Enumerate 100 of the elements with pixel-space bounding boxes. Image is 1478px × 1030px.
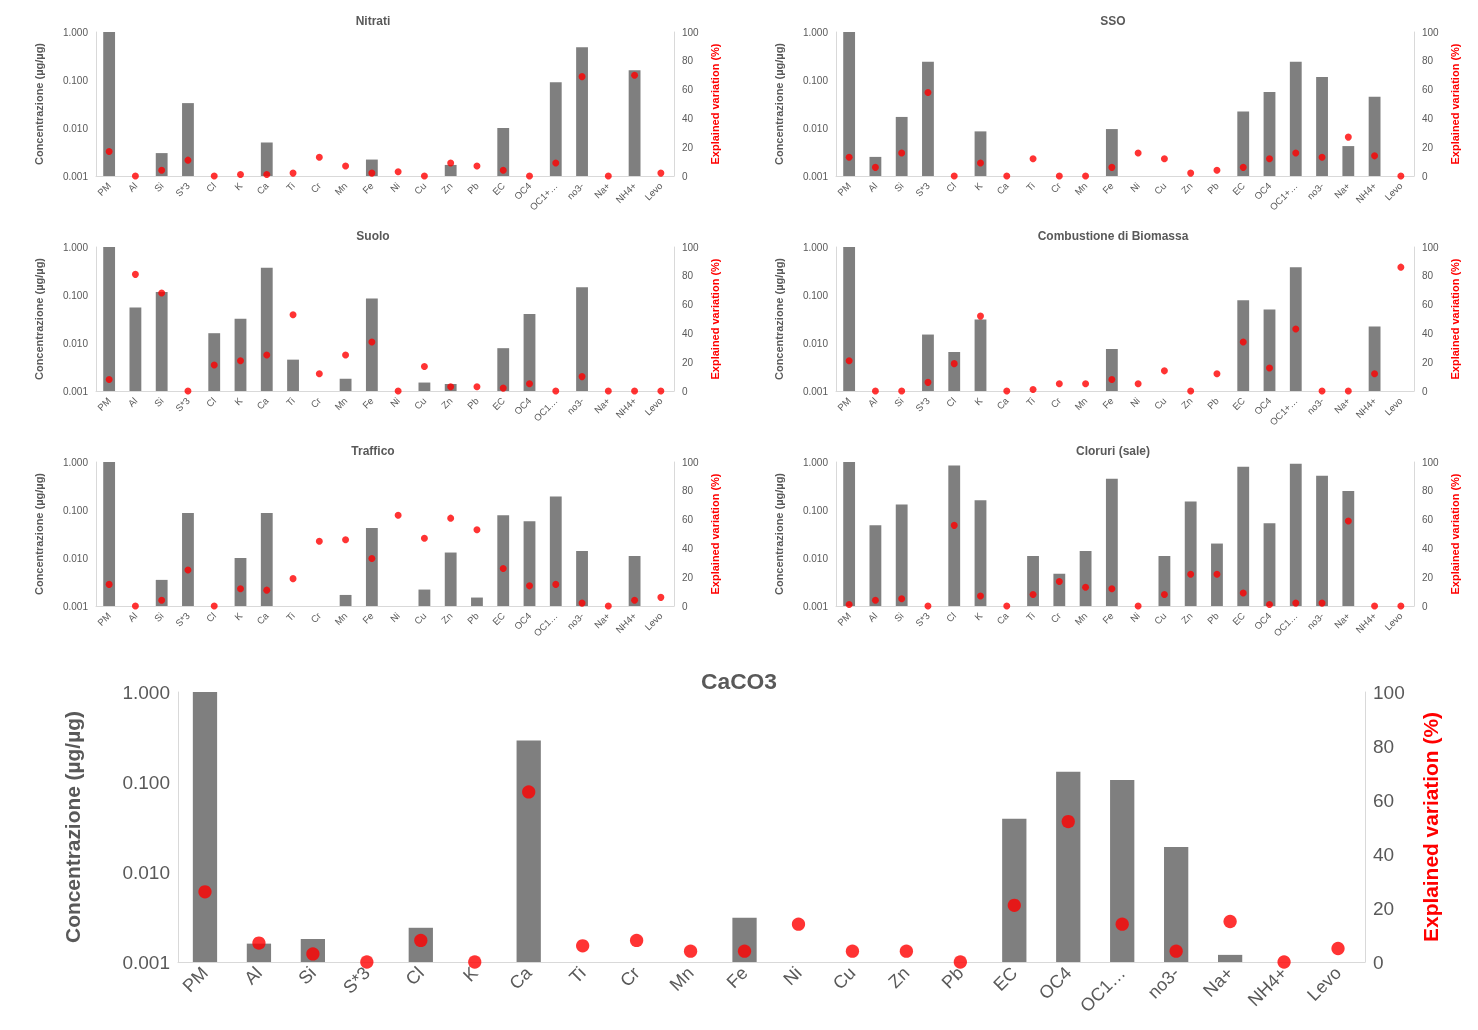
y2-tick-label: 0 <box>682 170 688 182</box>
y2-tick-label: 20 <box>682 141 694 153</box>
y2-tick-label: 40 <box>1422 112 1434 124</box>
x-tick-label: Ti <box>1023 610 1037 624</box>
y2-tick-label: 60 <box>682 514 694 526</box>
x-tick-label: Mn <box>1072 395 1090 413</box>
x-tick-label: Cl <box>204 610 219 625</box>
x-tick-label: Cr <box>616 962 644 991</box>
x-tick-label: Cl <box>204 180 219 195</box>
x-tick-label: Ca <box>994 394 1012 412</box>
y-tick-label: 0.100 <box>122 771 170 793</box>
y2-axis-title: Explained variation (%) <box>1449 43 1462 165</box>
x-tick-label: OC4 <box>1251 395 1274 417</box>
y2-tick-label: 100 <box>1422 241 1440 253</box>
x-tick-label: Fe <box>1100 395 1116 411</box>
x-tick-label: Ni <box>1127 180 1143 195</box>
y2-tick-label: 0 <box>682 600 688 612</box>
x-tick-label: Ca <box>994 179 1012 197</box>
x-tick-label: Al <box>865 610 880 624</box>
y2-axis-title: Explained variation (%) <box>709 473 722 595</box>
x-tick-label: Pb <box>464 610 481 627</box>
y2-tick-label: 60 <box>1422 299 1434 311</box>
x-tick-label: K <box>972 394 985 408</box>
y-tick-label: 0.001 <box>62 170 89 182</box>
y-tick-label: 1.000 <box>62 241 89 253</box>
y2-tick-label: 40 <box>682 327 694 339</box>
y-tick-label: 0.010 <box>62 337 89 349</box>
x-tick-label: EC <box>490 610 508 628</box>
x-tick-label: no3- <box>564 180 586 202</box>
x-tick-label: Fe <box>360 610 376 626</box>
x-tick-label: Ca <box>505 962 537 994</box>
x-tick-label: Si <box>151 180 166 194</box>
chart-title: Nitrati <box>355 14 391 28</box>
y2-axis-title: Explained variation (%) <box>1449 473 1462 595</box>
x-tick-label: Ca <box>254 394 272 412</box>
y-tick-label: 0.100 <box>802 289 829 301</box>
y2-tick-label: 60 <box>682 299 694 311</box>
x-tick-label: S*3 <box>339 962 374 998</box>
y-tick-label: 0.001 <box>62 385 89 397</box>
x-tick-label: Cr <box>1048 180 1064 195</box>
x-tick-label: no3- <box>1304 180 1326 202</box>
x-tick-label: Cu <box>411 395 429 412</box>
x-tick-label: Cu <box>1151 180 1169 197</box>
x-tick-label: Zn <box>438 180 455 196</box>
chart-title: Cloruri (sale) <box>1075 444 1151 458</box>
y-tick-label: 0.010 <box>802 552 829 564</box>
x-tick-label: Pb <box>937 962 968 993</box>
x-tick-label: Na+ <box>1331 394 1353 416</box>
y2-tick-label: 40 <box>682 112 694 124</box>
x-tick-label: EC <box>1230 395 1248 413</box>
x-tick-label: S*3 <box>173 395 192 414</box>
y2-tick-label: 80 <box>1422 55 1434 67</box>
chart-title: Suolo <box>356 229 390 243</box>
x-tick-label: Cu <box>1151 395 1169 412</box>
x-tick-label: Ti <box>565 962 590 988</box>
y2-tick-label: 40 <box>1422 542 1434 554</box>
x-tick-label: Na+ <box>591 609 613 631</box>
x-tick-label: Ca <box>994 609 1012 627</box>
y-tick-label: 0.100 <box>62 289 89 301</box>
x-tick-label: S*3 <box>913 180 932 199</box>
x-tick-label: no3- <box>564 610 586 632</box>
x-tick-label: PM <box>835 395 854 413</box>
x-tick-label: Ca <box>254 179 272 197</box>
y2-axis-title: Explained variation (%) <box>709 43 722 165</box>
x-tick-label: Zn <box>438 395 455 411</box>
x-tick-label: Mn <box>1072 610 1090 628</box>
y-tick-label: 0.010 <box>122 861 170 883</box>
x-tick-label: Fe <box>1100 610 1116 626</box>
y-axis-title: Concentrazione (µg/µg) <box>32 472 45 596</box>
x-tick-label: Zn <box>1178 395 1195 411</box>
y-tick-label: 0.010 <box>62 122 89 134</box>
chart-title: CaCO3 <box>700 667 778 694</box>
x-tick-label: Na+ <box>591 394 613 416</box>
x-tick-label: EC <box>1230 610 1248 628</box>
x-tick-label: Na+ <box>1331 609 1353 631</box>
x-tick-label: Cr <box>1048 395 1064 410</box>
y2-tick-label: 20 <box>1422 571 1434 583</box>
x-tick-label: Cu <box>1151 610 1169 627</box>
x-tick-label: Na+ <box>1199 962 1238 1001</box>
y2-axis-title: Explained variation (%) <box>709 258 722 380</box>
x-tick-label: Fe <box>360 180 376 196</box>
x-tick-label: Cl <box>204 395 219 410</box>
y-axis-title: Concentrazione (µg/µg) <box>772 42 785 166</box>
x-tick-label: Cl <box>944 180 959 195</box>
x-tick-label: S*3 <box>913 610 932 629</box>
x-tick-label: Al <box>865 395 880 409</box>
x-tick-label: Ca <box>254 609 272 627</box>
y2-tick-label: 80 <box>682 270 694 282</box>
chart-title: SSO <box>1100 14 1126 28</box>
x-tick-label: Mn <box>332 395 350 413</box>
y-tick-label: 0.100 <box>802 74 829 86</box>
x-tick-label: Si <box>294 962 320 989</box>
y2-tick-label: 80 <box>1422 485 1434 497</box>
y-axis-title: Concentrazione (µg/µg) <box>61 711 84 943</box>
y2-tick-label: 100 <box>1373 681 1405 703</box>
y2-tick-label: 100 <box>682 456 700 468</box>
y-tick-label: 0.010 <box>802 122 829 134</box>
x-tick-label: Cr <box>308 395 324 410</box>
y-tick-label: 0.010 <box>62 552 89 564</box>
x-tick-label: Pb <box>464 395 481 412</box>
